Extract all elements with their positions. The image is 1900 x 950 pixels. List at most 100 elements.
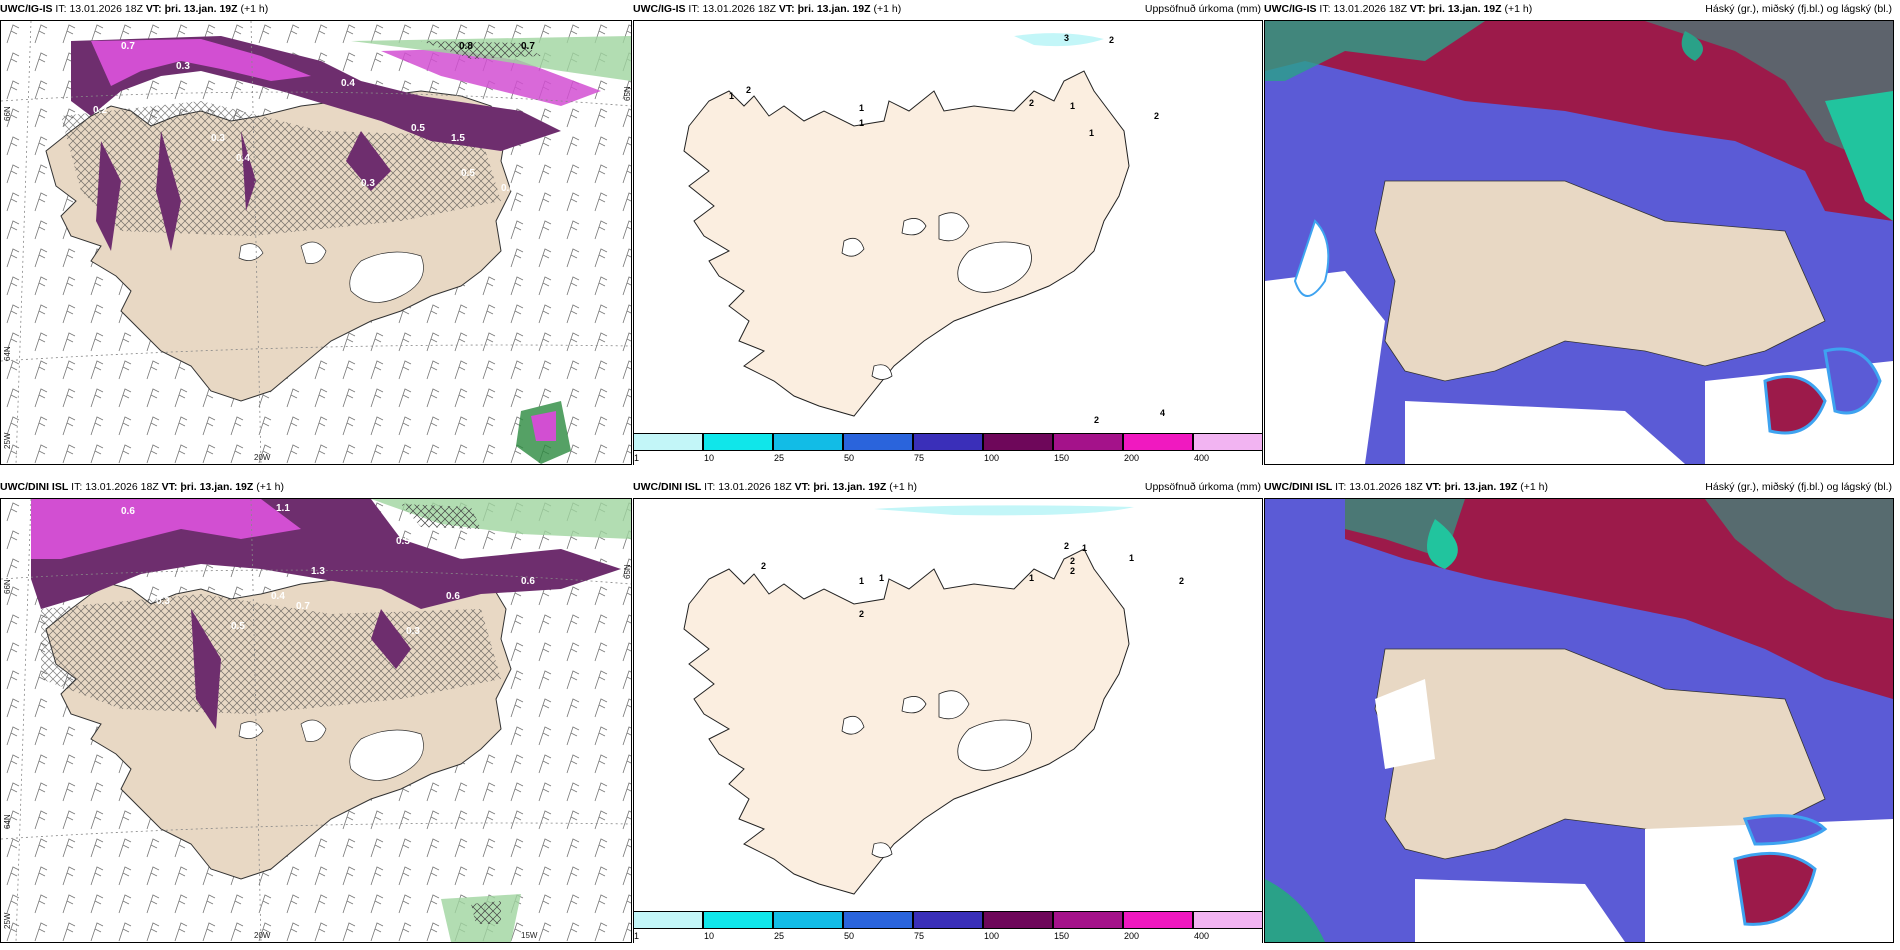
legend-label: 50 <box>844 931 855 941</box>
lon-label: 15W <box>521 931 538 940</box>
value-label: 2 <box>1109 35 1114 45</box>
value-label: 0.5 <box>246 576 260 587</box>
lead-time: (+1 h) <box>889 481 917 493</box>
legend-swatch <box>1193 911 1263 929</box>
value-label: 0.7 <box>521 41 535 52</box>
legend-swatch <box>773 911 843 929</box>
row1-precip-legend: 1 10 25 50 75 100 150 200 400 <box>633 433 1263 463</box>
value-label: 1 <box>1082 543 1087 553</box>
lat-label: 66N <box>3 579 12 594</box>
legend-label: 10 <box>704 453 715 463</box>
value-label: 0.3 <box>176 61 190 72</box>
value-label: 1 <box>729 91 734 101</box>
model-name: UWC/DINI ISL <box>633 481 702 493</box>
value-label: 1 <box>879 573 884 583</box>
legend-label: 25 <box>774 453 785 463</box>
value-label: 0.4 <box>236 153 250 164</box>
legend-swatch <box>1123 911 1193 929</box>
value-label: 4 <box>1160 408 1165 418</box>
legend-label: 75 <box>914 931 925 941</box>
value-label: 0.3 <box>211 133 225 144</box>
value-label: 2 <box>1070 566 1075 576</box>
model-name: UWC/DINI ISL <box>1264 481 1333 493</box>
value-label: 0.5 <box>461 168 475 179</box>
value-label: 0.3 <box>156 596 170 607</box>
value-label: 0.5 <box>396 536 410 547</box>
valid-time: þri. 13.jan. 19Z <box>1444 481 1518 493</box>
legend-label: 100 <box>984 453 1000 463</box>
legend-swatch <box>843 433 913 451</box>
accum-precip-map: 2 1 2 1 1 2 1 2 2 1 2 <box>683 505 1184 895</box>
value-label: 1.5 <box>451 133 465 144</box>
row1-left-map[interactable]: 0.7 0.3 0.8 0.7 0.4 0.5 0.3 1.5 0.4 0.5 … <box>0 20 632 465</box>
value-label: 0.4 <box>341 78 355 89</box>
model-name: UWC/IG-IS <box>1264 3 1317 15</box>
field-title: Uppsöfnuð úrkoma (mm) <box>1144 3 1261 15</box>
value-label: 2 <box>859 609 864 619</box>
lat-label: 65N <box>623 564 632 579</box>
row2-middle-map[interactable]: 2 1 2 1 1 2 1 2 2 1 2 <box>633 498 1263 943</box>
init-time: 13.01.2026 18Z <box>702 3 776 15</box>
row2-precip-legend: 1 10 25 50 75 100 150 200 400 <box>633 911 1263 941</box>
value-label: 0.5 <box>411 123 425 134</box>
field-title: Háský (gr.), miðský (fj.bl.) og lágský (… <box>1705 481 1892 493</box>
precip-purple <box>71 36 561 151</box>
row2-left-map[interactable]: 0.6 1.1 0.5 0.3 0.5 0.4 1.3 0.6 0.3 0.6 … <box>0 498 632 943</box>
value-label: 0.6 <box>521 576 535 587</box>
legend-swatch <box>633 433 703 451</box>
init-time: 13.01.2026 18Z <box>718 481 792 493</box>
lead-time: (+1 h) <box>256 481 284 493</box>
wind-precip-map: 0.6 1.1 0.5 0.3 0.5 0.4 1.3 0.6 0.3 0.6 … <box>1 499 631 942</box>
legend-label: 50 <box>844 453 855 463</box>
legend-swatch <box>773 433 843 451</box>
field-title: Uppsöfnuð úrkoma (mm) <box>1144 481 1261 493</box>
legend-label: 100 <box>984 931 1000 941</box>
value-label: 1 <box>1129 553 1134 563</box>
legend-label: 200 <box>1124 453 1140 463</box>
legend-swatch <box>843 911 913 929</box>
lat-label: 65N <box>623 86 632 101</box>
legend-label: 25 <box>774 931 785 941</box>
legend-label: 200 <box>1124 931 1140 941</box>
precip-magenta <box>91 39 311 86</box>
value-label: 0.3 <box>361 178 375 189</box>
value-label: 1 <box>859 118 864 128</box>
lead-time: (+1 h) <box>1520 481 1548 493</box>
legend-swatch <box>1053 433 1123 451</box>
iceland-land <box>683 548 1130 895</box>
lat-label: 64N <box>3 346 12 361</box>
legend-swatch <box>1193 433 1263 451</box>
legend-swatch <box>913 433 983 451</box>
init-time: 13.01.2026 18Z <box>69 3 143 15</box>
legend-swatch <box>633 911 703 929</box>
field-title: Háský (gr.), miðský (fj.bl.) og lágský (… <box>1705 3 1892 15</box>
value-label: 2 <box>1070 556 1075 566</box>
value-label: 1 <box>859 103 864 113</box>
value-label: 0.7 <box>296 601 310 612</box>
value-label: 1 <box>1070 101 1075 111</box>
model-name: UWC/IG-IS <box>0 3 53 15</box>
legend-swatch <box>913 911 983 929</box>
init-time: 13.01.2026 18Z <box>1333 3 1407 15</box>
value-label: 3 <box>1064 33 1069 43</box>
legend-swatch <box>1123 433 1193 451</box>
iceland-land <box>683 70 1130 417</box>
value-label: 0.3 <box>406 626 420 637</box>
value-label: 1 <box>1029 573 1034 583</box>
value-label: 0.4 <box>271 591 285 602</box>
glacier <box>349 251 424 303</box>
row2-right-map[interactable] <box>1264 498 1894 943</box>
value-label: 0.6 <box>121 506 135 517</box>
legend-swatch <box>983 433 1053 451</box>
value-label: 1 <box>859 576 864 586</box>
value-label: 2 <box>746 85 751 95</box>
row1-middle-map[interactable]: 3 2 1 2 1 1 2 1 2 1 2 4 <box>633 20 1263 465</box>
row1-right-map[interactable] <box>1264 20 1894 465</box>
legend-label: 1 <box>634 453 640 463</box>
wind-precip-map: 0.7 0.3 0.8 0.7 0.4 0.5 0.3 1.5 0.4 0.5 … <box>1 21 631 464</box>
valid-time: þri. 13.jan. 19Z <box>797 3 871 15</box>
legend-label: 400 <box>1194 931 1210 941</box>
lead-time: (+1 h) <box>873 3 902 15</box>
value-label: 1 <box>1089 128 1094 138</box>
valid-time: þri. 13.jan. 19Z <box>180 481 254 493</box>
